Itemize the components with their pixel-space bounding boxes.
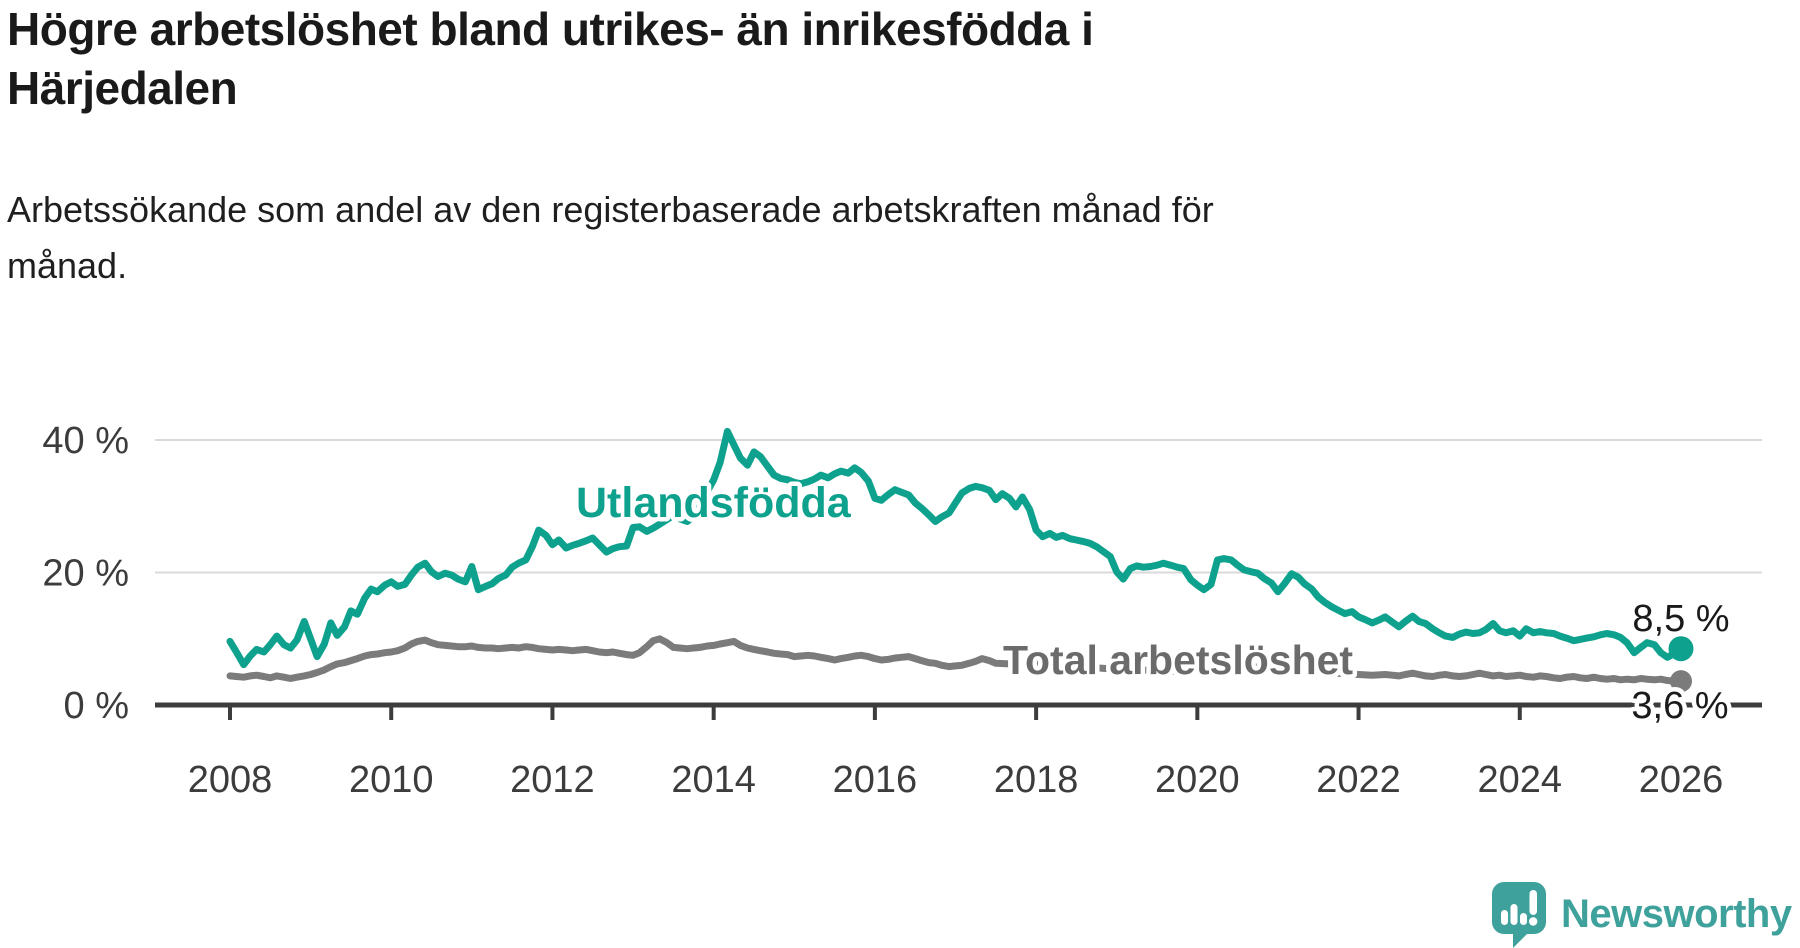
x-axis-tick-label: 2024 [1478, 759, 1563, 801]
page-title-line1: Högre arbetslöshet bland utrikes- än inr… [7, 3, 1094, 55]
series-label-utlandsfodda: Utlandsfödda [576, 479, 852, 527]
x-axis-tick-label: 2020 [1155, 759, 1240, 801]
x-axis-tick-label: 2014 [671, 759, 756, 801]
newsworthy-bubble-chart-icon [1492, 882, 1546, 948]
series-end-dot-total [1669, 670, 1692, 693]
x-axis-tick-label: 2026 [1639, 759, 1724, 801]
series-label-total: Total arbetslöshet [1003, 637, 1353, 683]
page-subtitle-line1: Arbetssökande som andel av den registerb… [7, 189, 1214, 230]
end-value-label-total: 3,6 % [1631, 685, 1728, 727]
page-subtitle: Arbetssökande som andel av den registerb… [7, 182, 1214, 294]
y-axis-tick-label: 20 % [42, 553, 129, 595]
series-line-utlandsfodda [226, 427, 1685, 669]
x-axis-tick-label: 2010 [349, 759, 434, 801]
page-title: Högre arbetslöshet bland utrikes- än inr… [7, 0, 1094, 118]
newsworthy-brand-text: Newsworthy [1561, 892, 1792, 936]
x-axis-tick-label: 2018 [994, 759, 1079, 801]
x-axis-tick-label: 2012 [510, 759, 595, 801]
page-subtitle-line2: månad. [7, 245, 128, 286]
x-axis-tick-label: 2008 [188, 759, 273, 801]
page-title-line2: Härjedalen [7, 62, 238, 114]
x-axis-tick-label: 2022 [1316, 759, 1401, 801]
y-axis-tick-label: 0 % [64, 685, 129, 727]
newsworthy-logo[interactable]: Newsworthy [1490, 880, 1792, 948]
y-axis-tick-label: 40 % [42, 420, 129, 462]
series-end-dot-utlandsfodda [1668, 636, 1694, 662]
end-value-label-utlandsfodda: 8,5 % [1632, 598, 1729, 640]
x-axis-tick-label: 2016 [833, 759, 918, 801]
series-line-total [226, 635, 1685, 685]
